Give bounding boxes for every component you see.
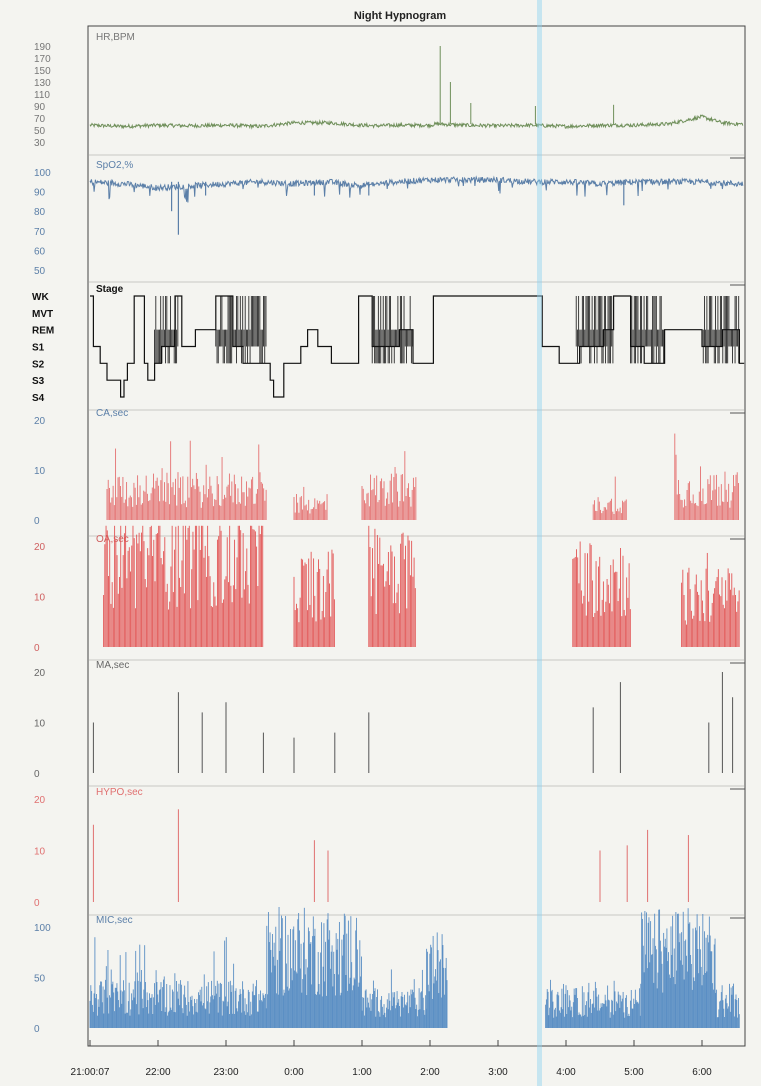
y-tick-label: 0	[34, 516, 40, 527]
x-tick-label: 23:00	[213, 1067, 238, 1078]
scan-artifact-line	[537, 0, 542, 1086]
y-tick-label: 0	[34, 643, 40, 654]
y-tick-label: 20	[34, 795, 46, 806]
time-axis: 21:00:07 22:00 23:00 0:00 1:00 2:00 3:00 4:00 5:…	[71, 1040, 712, 1078]
y-tick-label: 50	[34, 974, 46, 985]
x-tick-label: 6:00	[692, 1067, 712, 1078]
x-tick-label: 5:00	[624, 1067, 644, 1078]
y-tick-label: 10	[34, 593, 46, 604]
y-tick-label: 50	[34, 266, 46, 277]
x-tick-label: 3:00	[488, 1067, 508, 1078]
y-tick-label: 170	[34, 54, 51, 65]
y-tick-label: 100	[34, 168, 51, 179]
x-tick-label: 21:00:07	[71, 1067, 110, 1078]
y-tick-label: 50	[34, 126, 46, 137]
chart-title: Night Hypnogram	[354, 10, 446, 22]
y-tick-label: 60	[34, 246, 46, 257]
x-tick-label: 22:00	[145, 1067, 170, 1078]
y-tick-label: 150	[34, 66, 51, 77]
panel-label: OA,sec	[96, 534, 129, 545]
y-tick-label: 0	[34, 1024, 40, 1035]
x-tick-label: 1:00	[352, 1067, 372, 1078]
y-tick-label: 90	[34, 102, 46, 113]
panel-spo2-: SpO2,% 100 90 80 70 60 50	[34, 160, 744, 277]
panel-ma-sec: MA,sec 20 10 0	[34, 660, 734, 780]
panel-hypo-sec: HYPO,sec 20 10 0	[34, 787, 689, 909]
panel-label: Stage	[96, 284, 124, 295]
panel-label: MIC,sec	[96, 915, 133, 926]
y-tick-label: 0	[34, 898, 40, 909]
panel-stage: Stage WK MVT REM S1 S2 S3 S4	[32, 284, 745, 404]
y-tick-label: 90	[34, 188, 46, 199]
panel-label: HYPO,sec	[96, 787, 143, 798]
panel-label: SpO2,%	[96, 160, 133, 171]
y-tick-label: 70	[34, 227, 46, 238]
stage-level-label: S3	[32, 376, 45, 387]
y-tick-label: 110	[34, 90, 50, 101]
stage-level-label: S1	[32, 343, 45, 354]
panel-ca-sec: CA,sec 20 10 0	[34, 408, 739, 527]
y-tick-label: 130	[34, 78, 51, 89]
x-tick-label: 4:00	[556, 1067, 576, 1078]
y-tick-label: 10	[34, 466, 46, 477]
y-tick-label: 70	[34, 114, 46, 125]
stage-level-label: WK	[32, 292, 49, 303]
y-tick-label: 10	[34, 719, 46, 730]
y-tick-label: 10	[34, 847, 46, 858]
x-tick-label: 2:00	[420, 1067, 440, 1078]
stage-level-label: MVT	[32, 309, 53, 320]
panel-oa-sec: OA,sec 20 10 0	[34, 525, 740, 654]
panel-mic-sec: MIC,sec 100 50 0	[34, 907, 740, 1035]
y-tick-label: 100	[34, 923, 51, 934]
y-tick-label: 20	[34, 668, 46, 679]
y-tick-label: 190	[34, 42, 51, 53]
y-tick-label: 20	[34, 416, 46, 427]
y-tick-label: 30	[34, 138, 46, 149]
stage-step-line	[90, 295, 745, 398]
panel-label: CA,sec	[96, 408, 128, 419]
stage-level-label: S2	[32, 359, 45, 370]
series-line	[89, 114, 744, 130]
panel-label: HR,BPM	[96, 32, 135, 43]
stage-level-label: REM	[32, 326, 54, 337]
x-tick-label: 0:00	[284, 1067, 304, 1078]
y-tick-label: 0	[34, 769, 40, 780]
y-tick-label: 80	[34, 207, 46, 218]
y-tick-label: 20	[34, 542, 46, 553]
stage-level-label: S4	[32, 393, 45, 404]
panel-label: MA,sec	[96, 660, 129, 671]
series-line	[89, 175, 744, 203]
panels: HR,BPM19017015013011090705030SpO2,%10090…	[32, 32, 745, 1035]
